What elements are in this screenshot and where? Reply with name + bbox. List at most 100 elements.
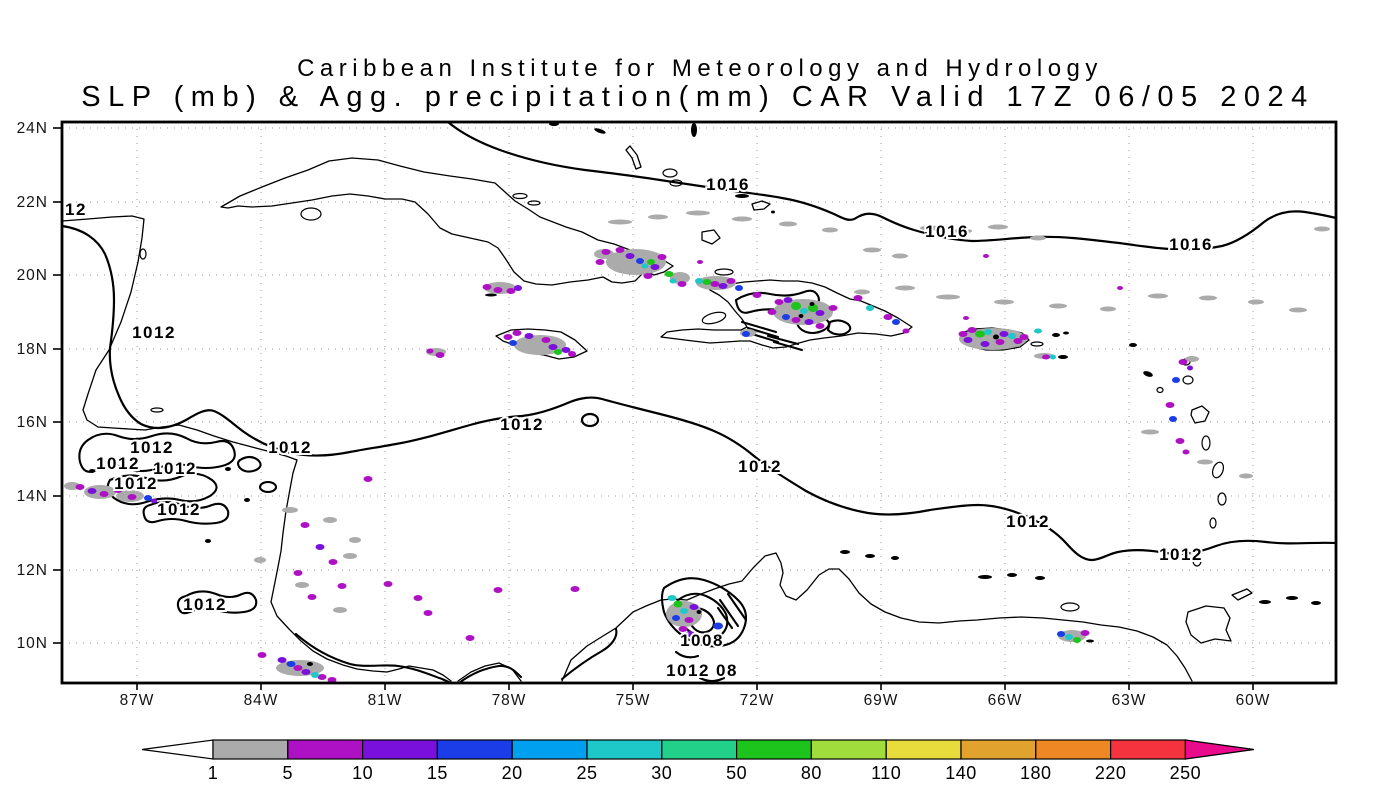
precip-blob xyxy=(293,570,303,576)
precip-blob xyxy=(300,522,310,528)
precip-blob xyxy=(984,329,992,335)
colorbar-tick-label: 20 xyxy=(502,763,523,783)
precip-blob xyxy=(151,498,157,504)
precip-blob xyxy=(595,259,605,265)
coastline-central-america xyxy=(61,215,452,682)
precip-blob xyxy=(804,319,814,325)
precip-blob xyxy=(615,247,625,253)
precip-blob xyxy=(606,249,666,275)
precip-blob xyxy=(1175,438,1185,444)
precip-blob xyxy=(954,228,972,234)
precip-blob xyxy=(1034,328,1042,334)
lat-tick-label: 14N xyxy=(17,488,48,505)
precipitation-colorbar: 1 5 10 15 20 25 30 50 80 110 140 180 220 250 xyxy=(141,739,1255,783)
precip-blob xyxy=(1172,377,1180,383)
islet-outline xyxy=(527,200,541,206)
precip-blob xyxy=(1187,365,1193,371)
isobar-label: 1012 xyxy=(130,438,174,457)
precip-blob xyxy=(684,617,694,623)
islet-outline xyxy=(1217,492,1227,506)
precip-blob xyxy=(1169,416,1177,422)
colorbar-tick-label: 30 xyxy=(651,763,672,783)
precip-blob xyxy=(669,278,677,284)
precip-blob xyxy=(735,285,743,291)
precip-blob xyxy=(503,334,513,340)
islet-outline xyxy=(1211,461,1225,479)
precip-blob xyxy=(295,582,309,588)
precip-blob xyxy=(254,557,266,563)
islet-filled xyxy=(1058,355,1068,359)
precip-blob xyxy=(643,273,653,279)
lat-tick-label: 22N xyxy=(17,194,48,211)
colorbar-tick-label: 10 xyxy=(352,763,373,783)
precip-blob xyxy=(677,281,687,287)
precip-blob xyxy=(561,347,571,353)
precip-blob xyxy=(647,259,655,265)
precip-blob xyxy=(311,672,319,678)
isobar-label: 1012 xyxy=(500,415,544,434)
precip-blob xyxy=(1049,303,1067,309)
islet-outline xyxy=(669,179,683,187)
lon-tick-label: 75W xyxy=(616,692,651,709)
precip-blob xyxy=(713,622,723,630)
lat-tick-label: 10N xyxy=(17,635,48,652)
precip-blob xyxy=(1065,634,1073,640)
lat-tick-label: 16N xyxy=(17,414,48,431)
precip-blob xyxy=(636,258,644,264)
precip-blob xyxy=(1086,639,1094,643)
isobar-1012-closed-cell xyxy=(580,412,600,428)
precipitation-shading xyxy=(64,210,1330,683)
colorbar-segment xyxy=(287,739,364,760)
precip-blob xyxy=(144,495,152,501)
colorbar-arrow-right xyxy=(1184,739,1255,760)
precip-blob xyxy=(695,278,703,284)
terrain-pressure-contours-costa-rica-panama xyxy=(294,627,618,685)
precip-blob xyxy=(718,283,728,289)
precip-blob xyxy=(895,285,915,291)
precip-blob xyxy=(936,294,960,300)
isobar-label: 08 xyxy=(716,661,738,680)
lat-tick-label: 18N xyxy=(17,341,48,358)
precip-blob xyxy=(293,665,303,671)
map-frame xyxy=(60,120,1338,685)
lat-tick-label: 20N xyxy=(17,267,48,284)
precip-blob xyxy=(664,271,674,277)
isobar-label: 12 xyxy=(65,200,87,219)
precip-blob xyxy=(678,626,688,632)
precip-blob xyxy=(686,210,710,216)
islet-outline xyxy=(714,268,734,276)
colorbar-tick-label: 110 xyxy=(871,763,901,783)
precip-blob xyxy=(854,289,870,295)
islet-outline xyxy=(512,192,528,200)
precip-blob xyxy=(958,331,968,337)
precip-blob xyxy=(988,224,1008,230)
islet-outline xyxy=(139,248,147,260)
colorbar-segment xyxy=(511,739,588,760)
precip-blob xyxy=(509,340,517,346)
page-title: SLP (mb) & Agg. precipitation(mm) CAR Va… xyxy=(81,81,1314,113)
isobar-label: 1012 xyxy=(183,595,227,614)
precip-blob xyxy=(800,308,808,314)
precip-blob xyxy=(920,225,940,231)
precip-blob xyxy=(506,288,516,294)
precip-blob xyxy=(902,328,910,334)
colorbar-tick-label: 50 xyxy=(726,763,747,783)
precip-blob xyxy=(815,323,825,329)
precip-blob xyxy=(993,334,999,340)
precip-blob xyxy=(1178,359,1188,365)
precip-blob xyxy=(983,254,989,258)
precip-blob xyxy=(783,297,793,303)
colorbar-segment xyxy=(212,739,289,760)
islet-filled xyxy=(735,194,749,198)
isobar-label: 1008 xyxy=(680,631,724,650)
isobar-label: 1012 xyxy=(666,661,710,680)
colorbar-tick-label: 250 xyxy=(1170,763,1202,783)
precip-blob xyxy=(1185,356,1199,362)
islet-outline xyxy=(1156,386,1164,394)
precip-blob xyxy=(1148,293,1168,299)
precip-blob xyxy=(680,608,688,614)
islet-outline xyxy=(1060,602,1080,612)
precip-blob xyxy=(87,488,97,494)
islet-filled xyxy=(1035,576,1045,580)
precip-blob xyxy=(667,595,677,601)
